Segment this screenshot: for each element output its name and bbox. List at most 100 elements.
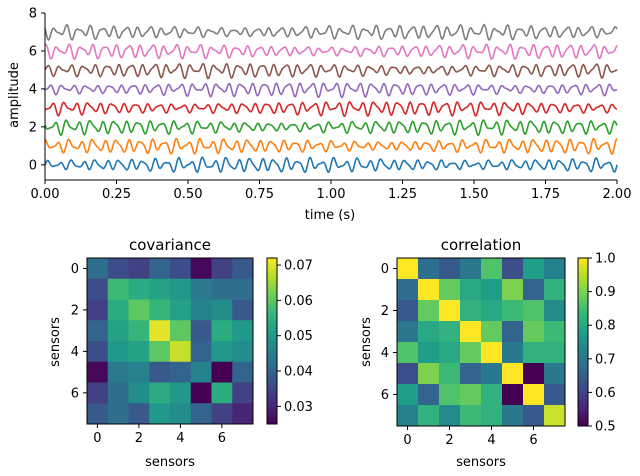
colorbar-segment [578,263,588,267]
x-tick-label: 0.50 [174,187,203,202]
heatmap-cell [190,320,212,342]
heatmap-cell [170,299,192,321]
heatmap-cell [418,405,440,427]
heatmap-cell [523,384,545,406]
heatmap-cell [211,278,233,300]
colorbar-segment [267,258,277,262]
heatmap-cell [128,278,150,300]
heatmap-cell [418,300,440,322]
heatmap-cell [170,258,192,280]
heatmap-cell [523,300,545,322]
heatmap-cell [460,279,482,301]
colorbar-segment [578,328,588,332]
colorbar-segment [267,382,277,386]
colorbar-segment [578,353,588,357]
colorbar-segment [267,365,277,370]
heatmap-cell [418,258,440,280]
heatmap-cell [439,279,461,301]
colorbar-segment [578,409,588,413]
colorbar-segment [267,352,277,356]
x-tick-label: 2.00 [603,187,632,202]
colorbar-segment [578,314,588,318]
colorbar-segment [578,417,588,421]
heatmap-cell [170,382,192,404]
colorbar-segment [578,398,588,402]
colorbar-segment [578,272,588,276]
colorbar-segment [267,412,277,417]
colorbar-segment [267,307,277,312]
heatmap-cell [502,342,524,364]
colorbar-segment [267,418,277,422]
heatmap-cell [481,321,503,343]
heatmap-cell [232,278,254,300]
y-tick-label: 4 [29,82,37,97]
covariance-cells [86,257,254,425]
heatmap-cell [128,403,150,425]
heatmap-cell [232,258,254,280]
heatmap-cell [232,320,254,342]
colorbar-segment [267,260,277,265]
colorbar-segment [578,294,588,298]
series-line-6 [44,43,618,61]
colorbar-segment [578,392,588,396]
colorbar-segment [267,349,277,353]
heatmap-cell [544,363,566,385]
colorbar-segment [267,329,277,334]
colorbar-segment [267,274,277,278]
y-tick-label: 2 [381,304,389,319]
heatmap-cell [439,321,461,343]
heatmap-cell [170,403,192,425]
x-tick-label: 4 [487,433,495,448]
heatmap-cell [523,342,545,364]
heatmap-cell [460,300,482,322]
colorbar-segment [267,343,277,348]
x-tick-label: 1.25 [388,187,417,202]
series-line-3 [44,101,618,118]
heatmap-cell [439,300,461,322]
colorbar-segment [267,401,277,406]
time-series-axes [44,13,617,181]
series-line-5 [44,62,618,80]
colorbar-segment [578,297,588,301]
colorbar-segment [578,283,588,287]
colorbar-segment [578,412,588,416]
heatmap-cell [502,258,524,280]
colorbar-segment [267,390,277,395]
heatmap-cell [523,258,545,280]
colorbar-segment [578,319,588,323]
colorbar-segment [578,381,588,385]
colorbar-segment [578,274,588,279]
colorbar-segment [267,324,277,328]
heatmap-cell [460,342,482,364]
x-tick-label: 6 [218,431,226,446]
colorbar-segment [578,286,588,290]
heatmap-cell [149,382,171,404]
heatmap-cell [170,361,192,383]
colorbar-segment [267,335,277,339]
heatmap-cell [211,382,233,404]
colorbar-segment [267,277,277,281]
colorbar-segment [267,368,277,372]
heatmap-cell [211,361,233,383]
heatmap-cell [87,258,109,280]
heatmap-cell [439,342,461,364]
colorbar-segment [267,388,277,392]
heatmap-cell [397,321,419,343]
colorbar-segment [578,342,588,346]
colorbar-segment [267,266,277,270]
colorbar-segment [578,325,588,329]
heatmap-cell [523,405,545,427]
heatmap-cell [460,258,482,280]
y-axis-ticks: 0 2 4 6 8 [29,7,45,173]
colorbar-segment [578,358,588,363]
heatmap-cell [149,403,171,425]
heatmap-cell [190,403,212,425]
heatmap-cell [439,384,461,406]
x-tick-label: 2 [135,431,143,446]
colorbar-segment [267,385,277,389]
heatmap-cell [544,279,566,301]
heatmap-cell [523,363,545,385]
colorbar-segment [578,420,588,424]
heatmap-cell [190,361,212,383]
heatmap-cell [397,258,419,280]
